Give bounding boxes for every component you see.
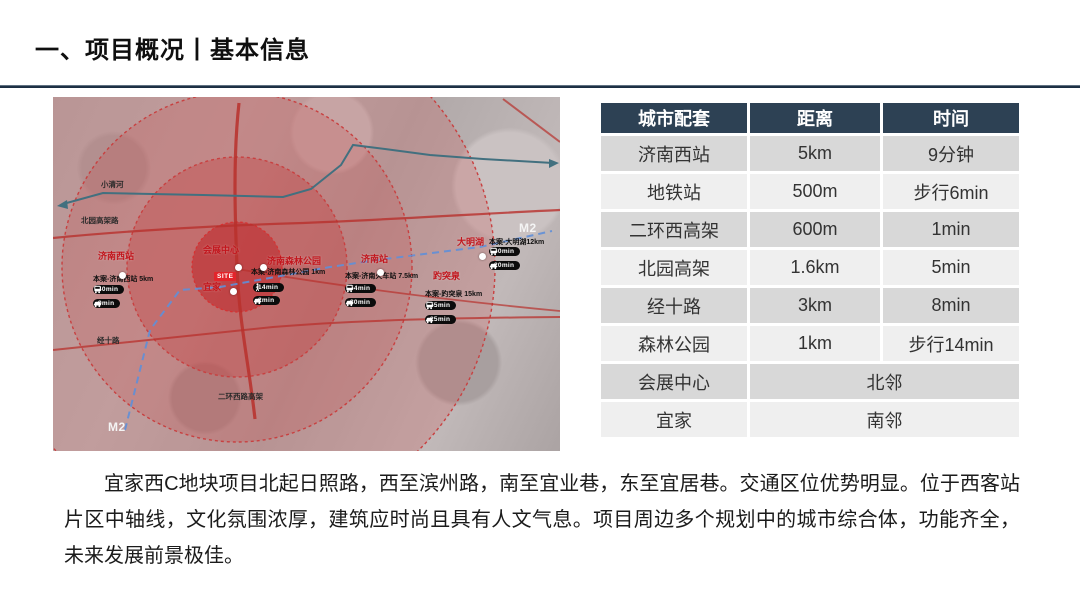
station-dot <box>260 264 267 271</box>
jingshi-road <box>53 316 560 351</box>
cell-name: 北园高架 <box>601 250 747 285</box>
table-row: 北园高架 1.6km 5min <box>601 250 1019 285</box>
label-metro-m2-sw: M2 <box>108 420 126 434</box>
caption-jinanxizhan: 本案-济南西站 5km <box>93 276 154 283</box>
transit-time-label: 2min <box>258 297 275 304</box>
cell-distance: 500m <box>750 174 880 209</box>
table-row: 地铁站 500m 步行6min <box>601 174 1019 209</box>
transit-time-label: 54min <box>350 285 371 292</box>
transit-time-badge: 14min <box>253 283 285 292</box>
cell-time: 5min <box>883 250 1019 285</box>
beiyuan-elevated-road <box>53 208 560 240</box>
transit-time-badge: 54min <box>345 284 377 293</box>
cell-distance: 5km <box>750 136 880 171</box>
river-arrow-west <box>57 200 68 209</box>
cell-time: 9分钟 <box>883 136 1019 171</box>
metro-line-m2 <box>124 230 553 431</box>
caption-senlingongyuan: 本案-济南森林公园 1km <box>251 269 326 276</box>
cell-name: 森林公园 <box>601 326 747 361</box>
transit-time-badge: 55min <box>425 301 457 310</box>
table-row: 宜家 南邻 <box>601 402 1019 437</box>
title-divider <box>0 85 1080 88</box>
location-radius-map: 小清河北园高架路经十路二环西路高架 济南西站 会展中心济南森林公园宜家 济南站趵突泉 大… <box>53 97 560 451</box>
station-dot <box>235 264 242 271</box>
caption-damingu: 本案-大明湖12km <box>489 239 545 246</box>
transit-time-label: 9min <box>98 300 115 307</box>
description-paragraph: 宜家西C地块项目北起日照路，西至滨州路，南至宜业巷，东至宜居巷。交通区位优势明显… <box>64 473 1020 567</box>
table-row: 会展中心 北邻 <box>601 364 1019 399</box>
caption-baotuquan: 本案-趵突泉 15km <box>425 291 483 298</box>
cell-merged: 北邻 <box>750 364 1019 399</box>
northeast-road <box>502 98 560 143</box>
label-jinanzhan: 济南站 <box>361 254 389 264</box>
cell-merged: 南邻 <box>750 402 1019 437</box>
transit-time-badge: 30min <box>345 298 377 307</box>
site-marker: SITE <box>214 272 237 281</box>
cell-name: 地铁站 <box>601 174 747 209</box>
label-beiyuan-gaojialu: 北园高架路 <box>81 216 119 225</box>
header-amenity: 城市配套 <box>601 103 747 133</box>
cell-name: 济南西站 <box>601 136 747 171</box>
transit-time-badge: 9min <box>93 299 121 308</box>
cell-time: 步行14min <box>883 326 1019 361</box>
table-row: 经十路 3km 8min <box>601 288 1019 323</box>
table-row: 二环西高架 600m 1min <box>601 212 1019 247</box>
label-baotuquan: 趵突泉 <box>433 271 461 281</box>
station-dot <box>230 288 237 295</box>
transit-time-label: 40min <box>98 286 119 293</box>
cell-distance: 600m <box>750 212 880 247</box>
cell-name: 宜家 <box>601 402 747 437</box>
label-huizhan-zhongxin: 会展中心 <box>203 245 240 255</box>
transit-time-label: 25min <box>430 316 451 323</box>
label-yijia: 宜家 <box>203 282 222 292</box>
label-jinansenlingongyuan: 济南森林公园 <box>267 256 322 266</box>
east-road <box>236 268 560 312</box>
transit-time-label: 60min <box>494 248 515 255</box>
label-metro-m2-ne: M2 <box>519 221 537 235</box>
label-erhuanxilu-gaojia: 二环西路高架 <box>218 392 263 401</box>
station-dot <box>377 269 384 276</box>
cell-time: 步行6min <box>883 174 1019 209</box>
transit-time-label: 20min <box>494 262 515 269</box>
xiaoqing-river <box>62 143 554 205</box>
river-arrow-east <box>549 159 559 168</box>
cell-name: 经十路 <box>601 288 747 323</box>
table-header-row: 城市配套 距离 时间 <box>601 103 1019 133</box>
station-dot <box>479 253 486 260</box>
cell-time: 8min <box>883 288 1019 323</box>
page-title: 一、项目概况丨基本信息 <box>35 37 310 64</box>
cell-name: 二环西高架 <box>601 212 747 247</box>
cell-distance: 1km <box>750 326 880 361</box>
cell-name: 会展中心 <box>601 364 747 399</box>
city-amenities-table: 城市配套 距离 时间 济南西站 5km 9分钟 地铁站 500m 步行6min … <box>598 100 1022 440</box>
station-dot <box>119 272 126 279</box>
caption-jinanhuochezhan: 本案-济南火车站 7.5km <box>345 273 419 280</box>
table-row: 济南西站 5km 9分钟 <box>601 136 1019 171</box>
transit-time-label: 30min <box>350 299 371 306</box>
transit-time-label: 55min <box>430 302 451 309</box>
transit-time-badge: 40min <box>93 285 125 294</box>
transit-time-badge: 20min <box>489 261 521 270</box>
transit-time-badge: 25min <box>425 315 457 324</box>
table-row: 森林公园 1km 步行14min <box>601 326 1019 361</box>
header-time: 时间 <box>883 103 1019 133</box>
label-jingshilu: 经十路 <box>97 336 120 345</box>
transit-time-badge: 60min <box>489 247 521 256</box>
label-jinanxizhan: 济南西站 <box>98 251 135 261</box>
cell-distance: 3km <box>750 288 880 323</box>
label-xiaoqinghe: 小清河 <box>101 180 124 189</box>
transit-time-badge: 2min <box>253 296 281 305</box>
transit-time-label: 14min <box>258 284 279 291</box>
cell-time: 1min <box>883 212 1019 247</box>
header-distance: 距离 <box>750 103 880 133</box>
cell-distance: 1.6km <box>750 250 880 285</box>
label-damingu: 大明湖 <box>457 237 485 247</box>
